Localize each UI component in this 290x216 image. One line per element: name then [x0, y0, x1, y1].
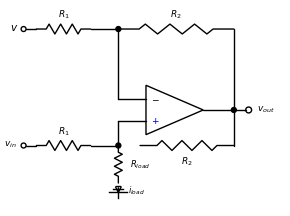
Text: $v_{in}$: $v_{in}$ — [4, 139, 17, 150]
Circle shape — [116, 143, 121, 148]
Text: $R_{load}$: $R_{load}$ — [130, 158, 151, 170]
Text: $R_1$: $R_1$ — [58, 125, 69, 138]
Circle shape — [231, 108, 236, 113]
Text: $v_{out}$: $v_{out}$ — [257, 105, 274, 115]
Text: $+$: $+$ — [151, 116, 159, 126]
Text: $R_2$: $R_2$ — [181, 155, 193, 168]
Text: $i_{load}$: $i_{load}$ — [128, 185, 145, 197]
Text: $-$: $-$ — [151, 95, 159, 104]
Text: $R_1$: $R_1$ — [58, 9, 69, 21]
Text: $v$: $v$ — [10, 23, 18, 33]
Circle shape — [116, 27, 121, 32]
Text: $R_2$: $R_2$ — [170, 9, 182, 21]
